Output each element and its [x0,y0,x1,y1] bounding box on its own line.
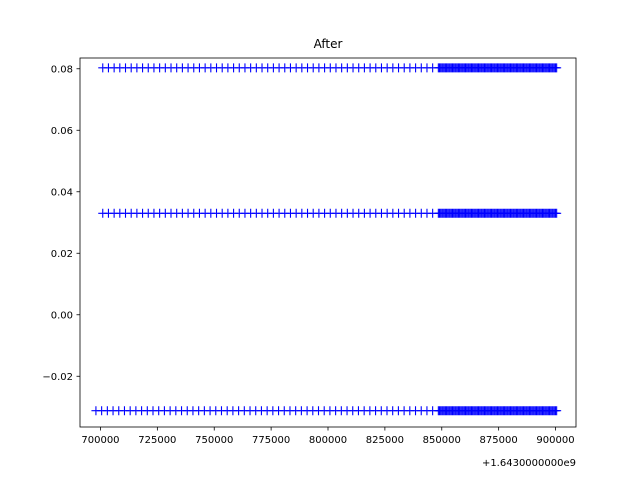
chart-title: After [314,37,343,51]
plot-frame [79,57,577,428]
plot-area [80,58,576,427]
data-point [552,406,562,416]
y-tick-label: 0.04 [51,187,73,198]
x-tick-label: 800000 [309,435,347,446]
axes: 700000 725000 750000 775000 800000 825000 8500… [42,64,574,446]
x-tick-label: 850000 [423,435,461,446]
x-tick-label: 875000 [480,435,518,446]
x-tick-label: 725000 [138,435,176,446]
x-offset-label: +1.6430000000e9 [482,458,576,469]
y-tick-label: −0.02 [42,372,73,383]
x-tick-label: 825000 [366,435,404,446]
y-tick-label: 0.02 [51,249,73,260]
data-point [552,208,562,218]
data-points [91,63,562,416]
x-tick-label: 700000 [81,435,119,446]
y-tick-label: 0.06 [51,126,73,137]
x-tick-label: 900000 [536,435,574,446]
data-point [552,63,562,73]
y-tick-label: 0.08 [51,64,73,75]
x-tick-label: 750000 [195,435,233,446]
x-tick-label: 775000 [252,435,290,446]
y-tick-label: 0.00 [51,310,73,321]
